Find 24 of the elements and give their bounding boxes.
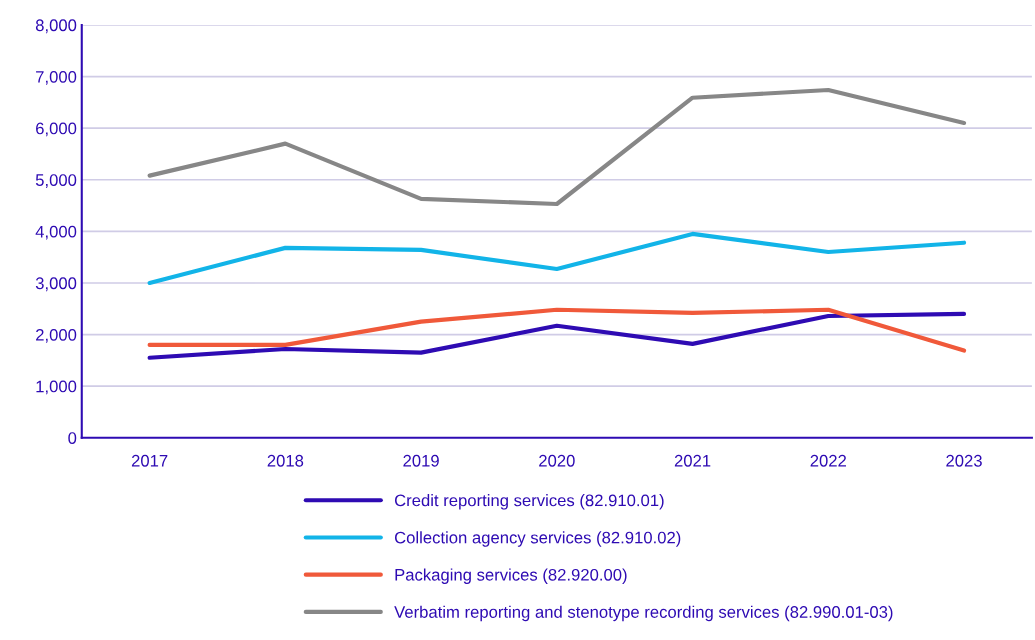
x-tick-label: 2022 (810, 454, 846, 467)
y-tick-label: 8,000 (35, 19, 77, 34)
y-tick-label: 5,000 (35, 174, 77, 188)
y-tick-label: 1,000 (36, 380, 77, 395)
x-tick-label: 2020 (539, 454, 575, 467)
legend-label: Collection agency services (82.910.02) (394, 531, 681, 547)
y-tick-label: 0 (68, 432, 77, 444)
y-tick-label: 3,000 (35, 277, 77, 292)
line-series (147, 311, 967, 360)
line-series (147, 307, 967, 353)
line-series (147, 231, 967, 286)
x-tick-label: 2018 (267, 454, 304, 467)
legend-label: Verbatim reporting and stenotype recording services (82.990.01-03) (394, 605, 893, 622)
y-tick-label: 7,000 (36, 70, 77, 85)
legend-label: Credit reporting services (82.910.01) (394, 494, 664, 510)
x-tick-label: 2017 (131, 454, 168, 467)
legend-label: Packaging services (82.920.00) (395, 568, 627, 584)
x-tick-label: 2019 (403, 454, 439, 467)
y-tick-label: 2,000 (36, 328, 77, 343)
x-tick-label: 2023 (946, 454, 982, 467)
line-series (147, 87, 967, 207)
y-tick-label: 6,000 (36, 122, 77, 137)
y-tick-label: 4,000 (35, 225, 77, 240)
x-tick-label: 2021 (674, 454, 711, 467)
